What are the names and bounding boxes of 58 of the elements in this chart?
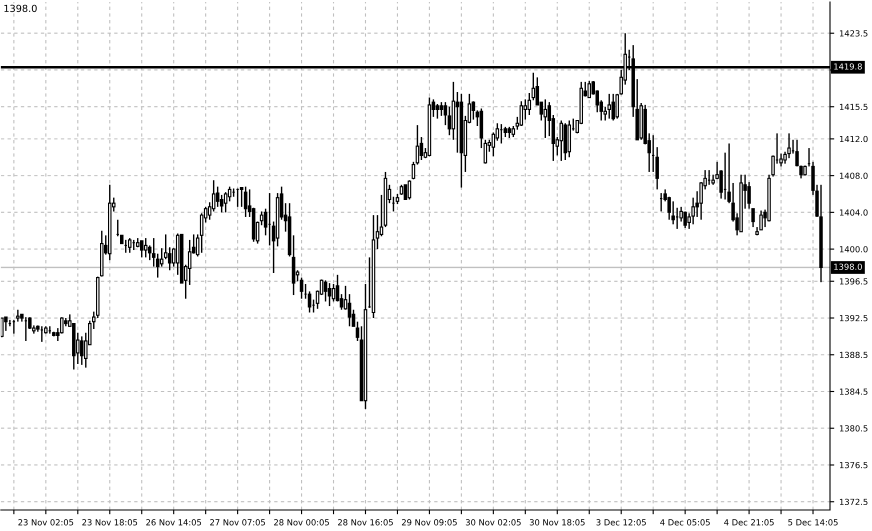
y-tick-label: 1392.5 (840, 314, 868, 322)
candlestick (683, 210, 687, 229)
candlestick (324, 280, 328, 302)
y-tick-label: 1412.0 (840, 136, 868, 142)
x-tick-label: 3 Dec 12:05 (596, 519, 646, 526)
candlestick (520, 100, 524, 127)
candlestick (0, 317, 4, 338)
candlestick (308, 290, 312, 314)
candlestick (440, 101, 444, 117)
x-tick-label: 26 Nov 14:05 (146, 519, 202, 526)
y-tick-label: 1376.5 (840, 462, 868, 468)
candlestick (244, 186, 248, 218)
candlestick (80, 336, 84, 366)
x-tick-label: 4 Dec 21:05 (724, 519, 774, 526)
y-tick-label: 1388.5 (840, 352, 868, 358)
x-tick-label: 28 Nov 00:05 (274, 519, 329, 526)
candlestick (436, 103, 440, 120)
candlestick (140, 240, 144, 258)
x-tick-label: 4 Dec 05:05 (660, 519, 710, 526)
x-tick-label: 29 Nov 09:05 (402, 519, 457, 526)
annotation: 1398.0 (4, 4, 37, 12)
candlestick (136, 237, 140, 248)
candlestick (611, 93, 615, 122)
candlestick (16, 309, 20, 322)
candlestick (671, 200, 675, 225)
x-tick-label: 28 Nov 16:05 (338, 519, 393, 526)
candlestick (508, 126, 512, 139)
candlestick (456, 91, 460, 154)
x-tick-label: 30 Nov 02:05 (466, 519, 521, 526)
candlestick (328, 282, 332, 307)
candlestick (787, 132, 791, 159)
ref-line-label: 1398.0 (834, 264, 862, 270)
x-tick-label: 23 Nov 18:05 (82, 519, 138, 526)
y-tick-label: 1396.5 (840, 278, 868, 285)
y-tick-label: 1423.5 (840, 30, 868, 37)
x-tick-label: 5 Dec 14:05 (788, 519, 838, 526)
candlestick (404, 184, 408, 200)
candlestick (128, 237, 132, 254)
ref-line-label: 1419.8 (834, 63, 862, 70)
candlestick (588, 80, 592, 98)
y-tick-label: 1384.5 (840, 388, 868, 395)
y-tick-label: 1415.5 (840, 104, 868, 110)
x-tick-label: 30 Nov 18:05 (530, 519, 585, 526)
candlestick (560, 120, 564, 162)
y-tick-label: 1404.0 (840, 209, 868, 216)
y-tick-label: 1408.0 (840, 172, 868, 179)
candlestick (544, 98, 548, 139)
candlestick (348, 293, 352, 327)
candlestick (408, 180, 412, 200)
y-tick-label: 1372.5 (840, 498, 868, 506)
x-tick-label: 23 Nov 02:05 (18, 519, 74, 526)
candlestick (711, 174, 715, 186)
y-tick-label: 1400.0 (840, 246, 868, 252)
x-tick-label: 27 Nov 07:05 (210, 519, 265, 526)
y-tick-label: 1380.5 (840, 425, 868, 432)
candlestick (607, 93, 611, 120)
candlestick (144, 237, 148, 258)
candlestick (332, 283, 336, 302)
